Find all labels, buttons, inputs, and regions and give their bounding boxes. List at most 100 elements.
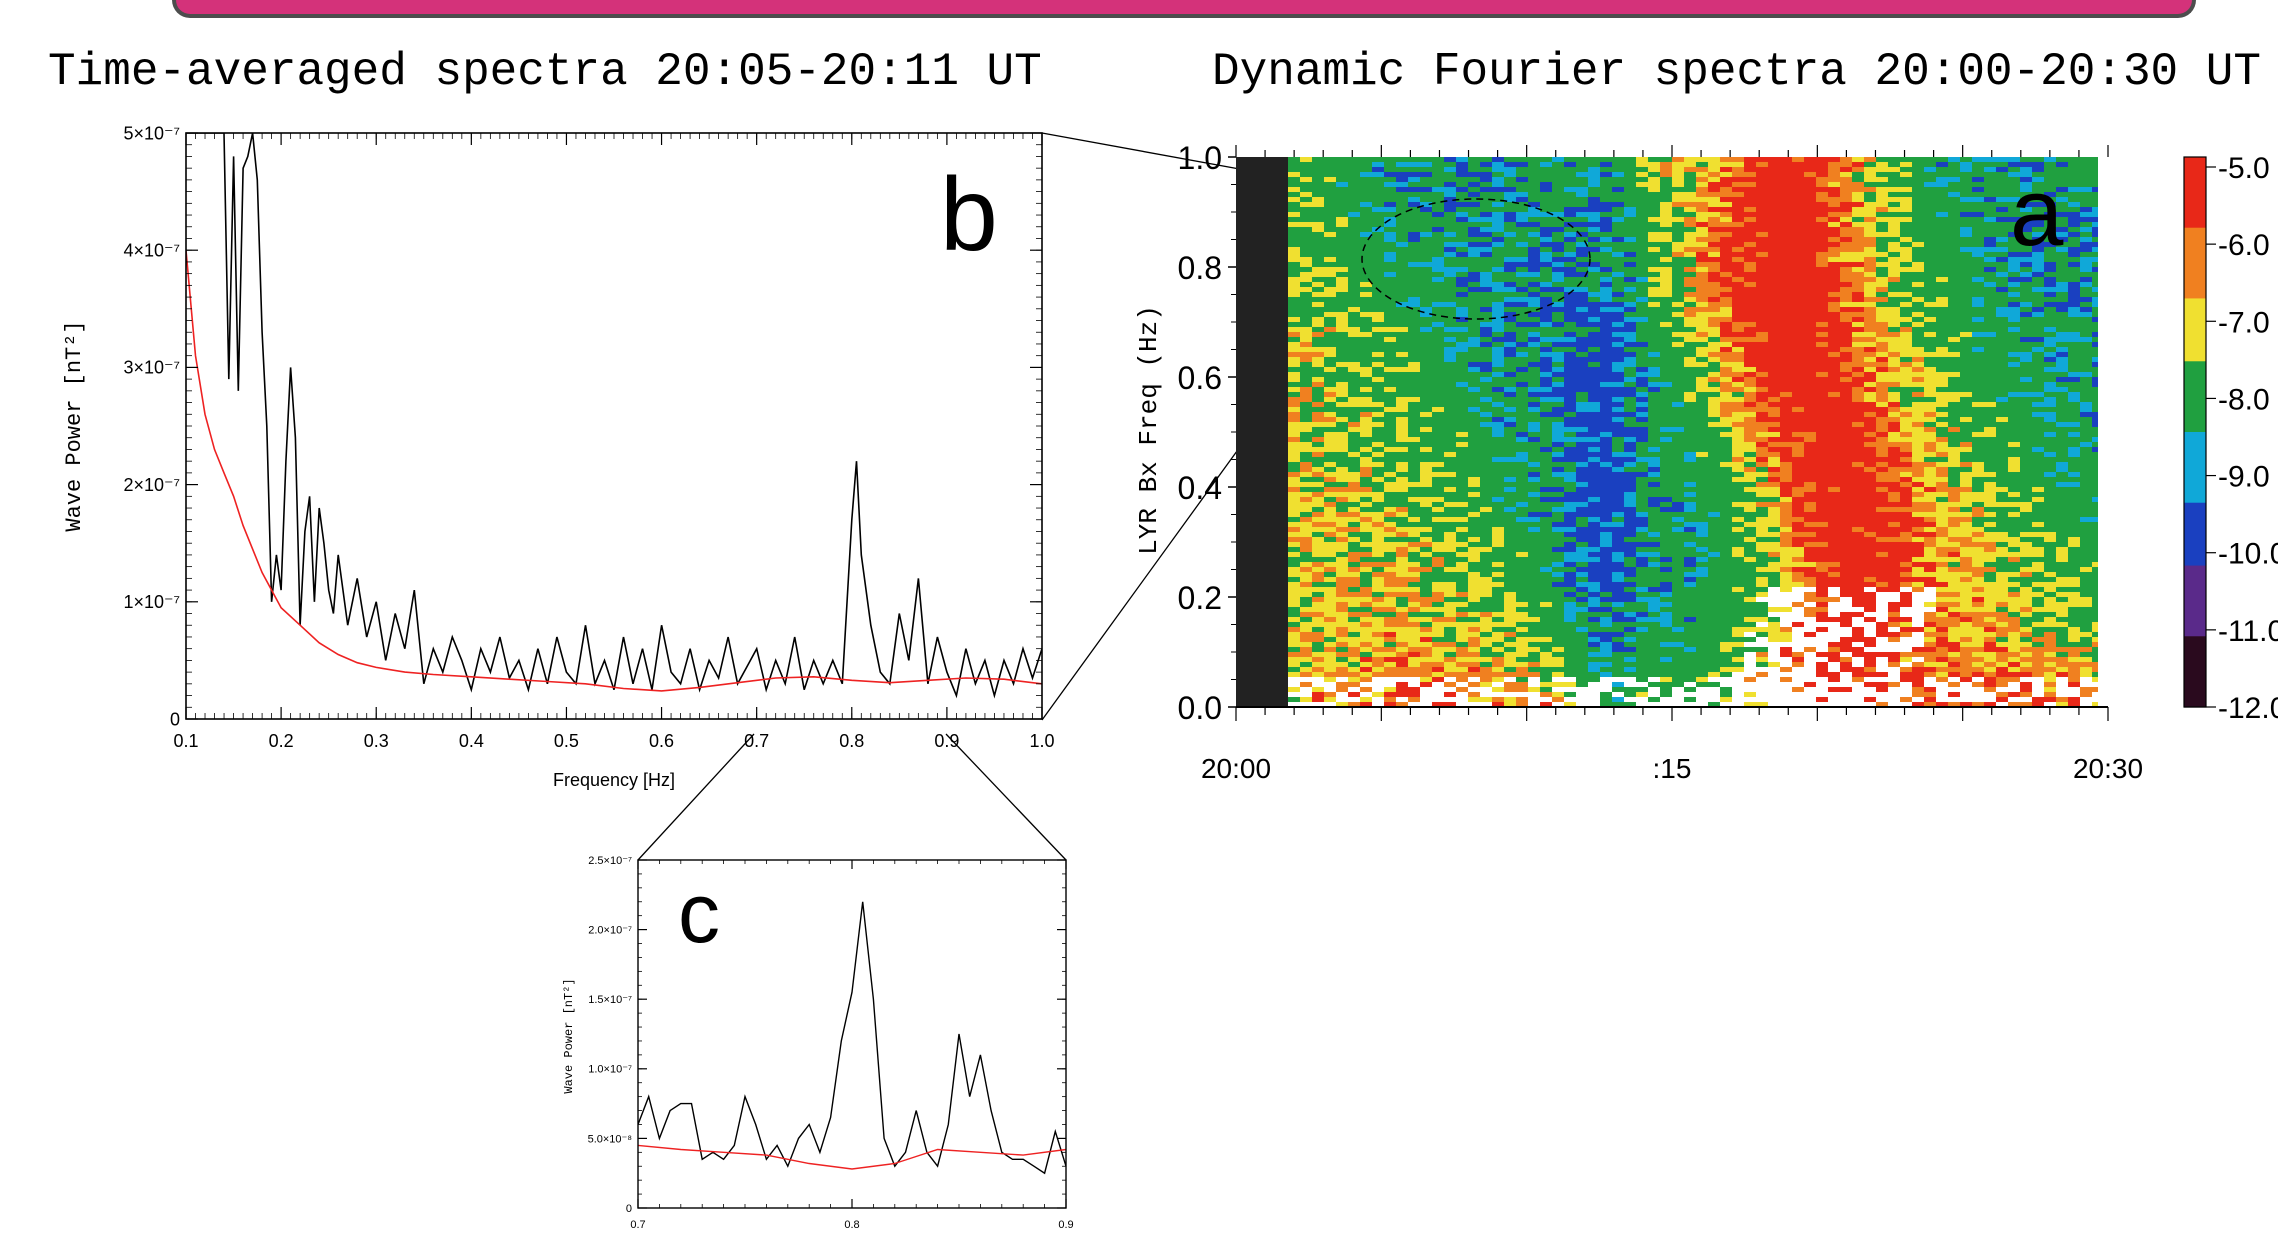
spectrogram-cell	[1468, 332, 1481, 338]
spectrogram-cell	[1348, 472, 1361, 478]
spectrogram-cell	[1888, 282, 1901, 288]
spectrogram-cell	[1384, 402, 1397, 408]
spectrogram-cell	[1984, 247, 1997, 253]
spectrogram-cell	[2056, 287, 2069, 293]
spectrogram-cell	[2020, 312, 2033, 318]
spectrogram-cell	[1288, 452, 1301, 458]
spectrogram-cell	[1996, 442, 2009, 448]
spectrogram-cell	[1804, 207, 1817, 213]
spectrogram-cell	[1900, 262, 1913, 268]
spectrogram-cell	[1792, 232, 1805, 238]
spectrogram-cell	[1792, 177, 1805, 183]
spectrogram-cell	[1876, 192, 1889, 198]
spectrogram-cell	[1936, 377, 1949, 383]
spectrogram-cell	[1588, 337, 1601, 343]
spectrogram-cell	[1444, 262, 1457, 268]
spectrogram-cell	[1396, 267, 1409, 273]
spectrogram-cell	[1828, 332, 1841, 338]
spectrogram-cell	[1924, 362, 1937, 368]
spectrogram-cell	[1864, 437, 1877, 443]
spectrogram-cell	[1408, 327, 1421, 333]
spectrogram-cell	[1720, 157, 1733, 163]
spectrogram-cell	[1912, 292, 1925, 298]
spectrogram-cell	[1564, 242, 1577, 248]
spectrogram-cell	[1720, 482, 1733, 488]
spectrogram-cell	[1864, 442, 1877, 448]
spectrogram-cell	[1768, 157, 1781, 163]
spectrogram-cell	[1444, 337, 1457, 343]
spectrogram-cell	[1960, 162, 1973, 168]
spectrogram-cell	[2020, 402, 2033, 408]
spectrogram-cell	[1828, 407, 1841, 413]
spectrogram-cell	[1492, 467, 1505, 473]
spectrogram-cell	[1852, 417, 1865, 423]
spectrogram-cell	[1672, 457, 1685, 463]
spectrogram-cell	[1288, 212, 1301, 218]
spectrogram-cell	[1840, 387, 1853, 393]
spectrogram-cell	[1576, 262, 1589, 268]
spectrogram-cell	[1840, 252, 1853, 258]
spectrogram-cell	[1672, 177, 1685, 183]
spectrogram-cell	[2068, 177, 2081, 183]
spectrogram-cell	[1456, 467, 1469, 473]
spectrogram-cell	[1576, 422, 1589, 428]
spectrogram-cell	[1780, 177, 1793, 183]
spectrogram-cell	[2032, 317, 2045, 323]
spectrogram-cell	[1648, 227, 1661, 233]
spectrogram-cell	[1312, 367, 1325, 373]
spectrogram-cell	[1708, 232, 1721, 238]
spectrogram-cell	[1648, 377, 1661, 383]
spectrogram-cell	[1684, 367, 1697, 373]
spectrogram-cell	[1456, 457, 1469, 463]
spectrogram-cell	[1840, 342, 1853, 348]
spectrogram-cell	[1948, 382, 1961, 388]
spectrogram-cell	[1516, 162, 1529, 168]
spectrogram-cell	[1792, 442, 1805, 448]
spectrogram-cell	[1504, 192, 1517, 198]
spectrogram-cell	[1636, 252, 1649, 258]
spectrogram-cell	[1972, 157, 1985, 163]
spectrogram-cell	[1684, 247, 1697, 253]
spectrogram-cell	[1480, 332, 1493, 338]
spectrogram-cell	[1732, 187, 1745, 193]
spectrogram-cell	[1792, 422, 1805, 428]
spectrogram-cell	[1888, 382, 1901, 388]
spectrogram-cell	[1492, 232, 1505, 238]
spectrogram-cell	[1708, 222, 1721, 228]
spectrogram-cell	[1624, 297, 1637, 303]
spectrogram-cell	[1612, 347, 1625, 353]
spectrogram-cell	[1648, 467, 1661, 473]
spectrogram-cell	[1600, 207, 1613, 213]
spectrogram-cell	[1540, 477, 1553, 483]
spectrogram-cell	[1672, 277, 1685, 283]
spectrogram-cell	[2044, 242, 2057, 248]
spectrogram-cell	[2068, 162, 2081, 168]
spectrogram-cell	[1324, 437, 1337, 443]
spectrogram-cell	[1324, 332, 1337, 338]
spectrogram-cell	[1396, 207, 1409, 213]
spectrogram-cell	[1768, 287, 1781, 293]
spectrogram-cell	[1744, 312, 1757, 318]
spectrogram-cell	[1516, 352, 1529, 358]
spectrogram-cell	[1360, 217, 1373, 223]
spectrogram-cell	[1696, 187, 1709, 193]
spectrogram-cell	[1984, 162, 1997, 168]
spectrogram-cell	[2008, 452, 2021, 458]
spectrogram-cell	[1456, 182, 1469, 188]
spectrogram-cell	[1420, 477, 1433, 483]
spectrogram-cell	[1792, 182, 1805, 188]
spectrogram-cell	[1708, 187, 1721, 193]
spectrogram-cell	[1912, 382, 1925, 388]
spectrogram-cell	[1732, 442, 1745, 448]
spectrogram-cell	[1900, 462, 1913, 468]
spectrogram-cell	[1444, 397, 1457, 403]
spectrogram-cell	[1552, 267, 1565, 273]
spectrogram-cell	[1960, 247, 1973, 253]
spectrogram-cell	[1480, 342, 1493, 348]
spectrogram-cell	[1300, 207, 1313, 213]
spectrogram-cell	[1984, 382, 1997, 388]
spectrogram-cell	[1960, 222, 1973, 228]
spectrogram-cell	[1720, 292, 1733, 298]
spectrogram-cell	[1624, 347, 1637, 353]
spectrogram-cell	[1936, 322, 1949, 328]
